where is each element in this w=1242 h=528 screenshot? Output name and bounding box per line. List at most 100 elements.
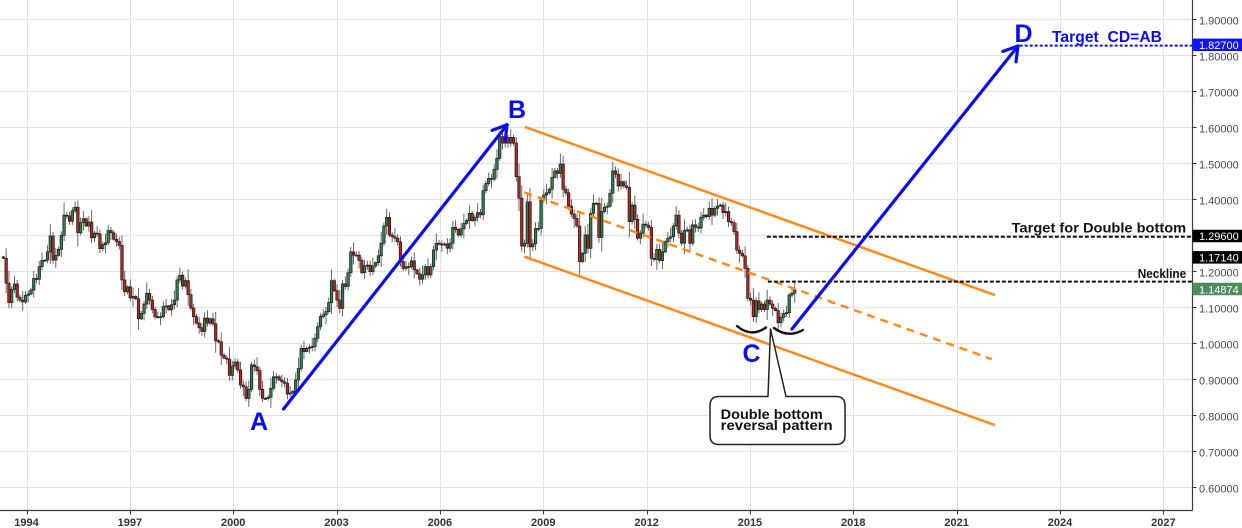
price-tick-label: 1.40000: [1199, 195, 1239, 207]
candle: [528, 187, 532, 261]
candle: [43, 259, 47, 263]
candlestick-series: [1, 127, 797, 408]
grid: [0, 0, 1193, 511]
candle: [740, 249, 744, 258]
candle: [724, 202, 728, 217]
candle: [296, 357, 301, 391]
arrowhead-icon: [503, 123, 509, 143]
arrowhead-icon: [1014, 44, 1020, 64]
candle: [87, 216, 91, 232]
arrowhead-icon: [490, 123, 509, 132]
candle: [418, 267, 422, 286]
candle: [316, 322, 320, 343]
price-scale-labels: 1.82700 1.29600 1.17140 1.14874: [1192, 38, 1242, 296]
candle: [238, 361, 243, 389]
candle: [594, 201, 598, 205]
neckline-label: Neckline: [1138, 267, 1187, 281]
candle: [128, 279, 132, 302]
candle: [715, 198, 720, 216]
candle: [602, 203, 607, 214]
candle: [751, 288, 755, 323]
candle: [757, 292, 761, 314]
candle: [448, 238, 452, 253]
drawings-layer: [281, 44, 1193, 427]
candle: [790, 287, 794, 298]
candle: [633, 195, 637, 230]
candle: [688, 225, 692, 253]
candle: [487, 172, 491, 187]
candle: [729, 218, 733, 226]
candle: [158, 312, 163, 326]
double-bottom-marks: [709, 324, 846, 446]
arrowhead-icon: [1001, 44, 1020, 53]
candle: [338, 289, 342, 314]
candle: [517, 163, 521, 212]
candle: [329, 269, 334, 314]
candle: [671, 223, 676, 243]
candle: [702, 207, 706, 221]
candle: [578, 211, 582, 276]
candle: [641, 213, 645, 238]
candle: [117, 236, 121, 250]
candle: [561, 155, 565, 198]
candle: [34, 274, 39, 284]
candle: [357, 251, 361, 269]
candle: [241, 380, 245, 396]
price-tick-label: 0.90000: [1199, 375, 1239, 387]
candle: [7, 270, 11, 309]
price-tick-label: 1.20000: [1199, 267, 1239, 279]
arrow-c-d: [790, 44, 1020, 331]
candle: [197, 317, 201, 334]
candle: [484, 180, 488, 194]
candle: [691, 219, 695, 246]
candle: [658, 243, 662, 263]
candle: [51, 231, 55, 264]
candle: [580, 251, 585, 263]
candle: [498, 133, 502, 161]
candle: [70, 207, 74, 225]
candle: [754, 297, 758, 324]
candle: [558, 153, 562, 179]
candle: [655, 244, 659, 271]
price-label-text: 1.82700: [1199, 40, 1239, 52]
price-tick-label: 1.90000: [1199, 15, 1239, 27]
candle: [420, 265, 425, 284]
candle: [305, 346, 309, 353]
candle: [732, 219, 736, 235]
candle: [222, 353, 226, 359]
candle: [393, 227, 397, 243]
candle: [782, 309, 786, 322]
candle: [59, 231, 63, 258]
candle: [473, 214, 477, 227]
candle: [442, 242, 447, 246]
candle: [396, 234, 400, 246]
candle: [98, 229, 102, 254]
time-tick-label: 1997: [118, 517, 142, 528]
candle: [465, 218, 469, 226]
candle: [737, 245, 742, 263]
candle: [32, 271, 36, 298]
price-tick-label: 0.70000: [1199, 447, 1239, 459]
candle: [616, 168, 620, 192]
candle: [431, 245, 436, 271]
candle: [365, 260, 369, 270]
time-tick-label: 2012: [634, 517, 658, 528]
candle: [611, 161, 615, 203]
candle: [495, 149, 499, 179]
price-tick-label: 1.80000: [1199, 51, 1239, 63]
candle: [550, 168, 554, 199]
candle: [227, 347, 232, 381]
candle: [313, 333, 317, 352]
candle: [663, 240, 667, 254]
callout-text-line-2: reversal pattern: [721, 418, 833, 433]
candle: [511, 134, 516, 146]
candle: [704, 214, 709, 219]
candle: [260, 380, 265, 403]
candle: [123, 270, 127, 296]
candle: [236, 358, 240, 373]
candle: [379, 232, 383, 267]
candle: [415, 268, 419, 275]
target-cd-ab-label: Target CD=AB: [1052, 29, 1162, 46]
candle: [779, 312, 783, 328]
candle: [478, 208, 483, 219]
